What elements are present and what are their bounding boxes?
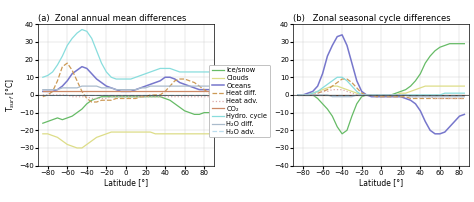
Text: (b)   Zonal seasonal cycle differences: (b) Zonal seasonal cycle differences	[293, 15, 451, 23]
X-axis label: Latitude [°]: Latitude [°]	[359, 179, 403, 188]
Text: (a)  Zonal annual mean differences: (a) Zonal annual mean differences	[38, 15, 186, 23]
Y-axis label: T$_{surf}$ [°C]: T$_{surf}$ [°C]	[260, 78, 273, 112]
Y-axis label: T$_{surf}$ [°C]: T$_{surf}$ [°C]	[5, 78, 18, 112]
X-axis label: Latitude [°]: Latitude [°]	[104, 179, 148, 188]
Legend: Ice/snow, Clouds, Oceans, Heat diff., Heat adv., CO₂, Hydro. cycle, H₂O diff., H: Ice/snow, Clouds, Oceans, Heat diff., He…	[209, 65, 270, 137]
